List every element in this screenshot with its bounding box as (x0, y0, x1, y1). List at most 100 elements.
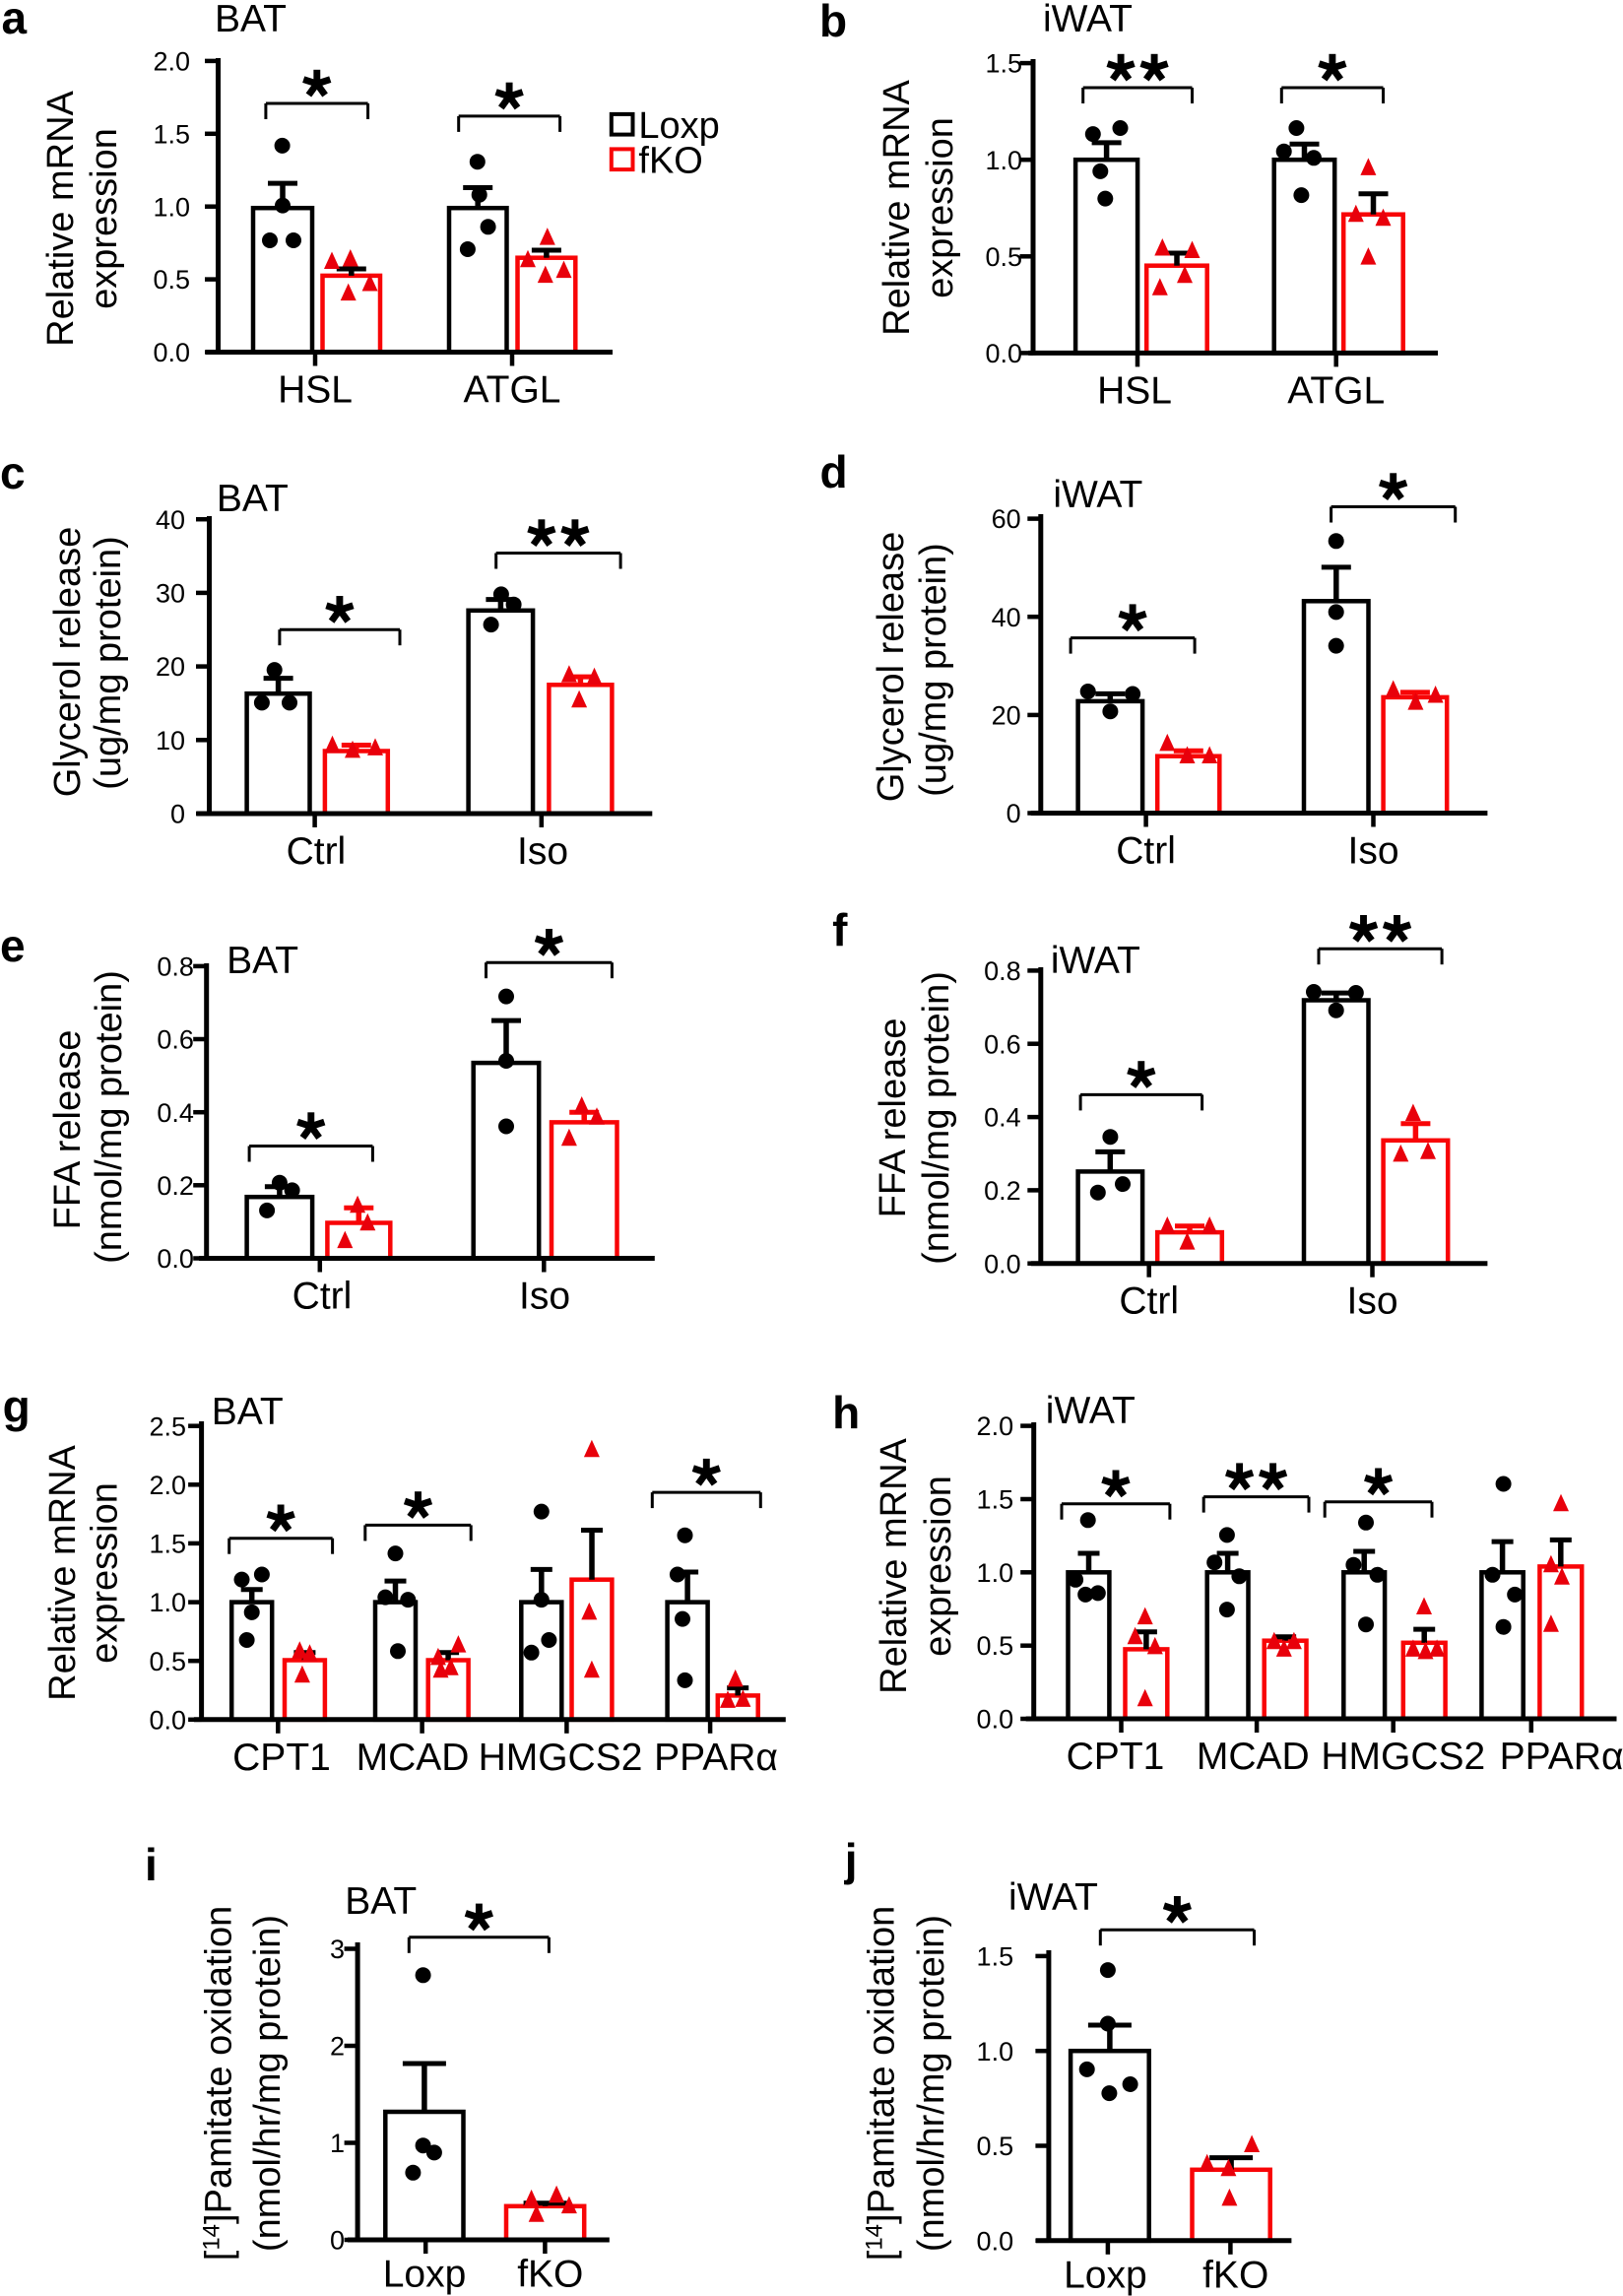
svg-text:Iso: Iso (1347, 830, 1398, 873)
svg-text:HSL: HSL (278, 369, 353, 412)
svg-text:Loxp: Loxp (383, 2254, 467, 2296)
svg-text:iWAT: iWAT (1053, 474, 1142, 516)
svg-text:fKO: fKO (1202, 2254, 1268, 2296)
svg-text:Loxp: Loxp (638, 105, 719, 147)
svg-text:expression: expression (84, 128, 125, 309)
svg-text:iWAT: iWAT (1008, 1876, 1098, 1919)
svg-text:PPARα: PPARα (654, 1737, 778, 1779)
svg-text:Relative mRNA: Relative mRNA (40, 90, 82, 346)
svg-text:c: c (0, 447, 26, 498)
svg-text:BAT: BAT (227, 940, 298, 982)
svg-text:MCAD: MCAD (1197, 1736, 1310, 1778)
svg-text:0.5: 0.5 (153, 265, 190, 295)
svg-text:(nmol/hr/mg protein): (nmol/hr/mg protein) (911, 1915, 952, 2252)
svg-text:a: a (2, 0, 28, 43)
svg-text:1.5: 1.5 (149, 1530, 186, 1559)
svg-text:BAT: BAT (345, 1880, 417, 1923)
svg-text:f: f (832, 904, 848, 955)
svg-text:0.8: 0.8 (157, 952, 194, 982)
svg-text:BAT: BAT (212, 1391, 284, 1433)
svg-text:MCAD: MCAD (357, 1737, 470, 1779)
svg-text:1.0: 1.0 (149, 1588, 186, 1617)
svg-text:3: 3 (330, 1935, 345, 1964)
svg-text:0.5: 0.5 (985, 242, 1022, 272)
svg-text:0.5: 0.5 (977, 1631, 1014, 1661)
svg-text:ATGL: ATGL (464, 369, 561, 412)
svg-text:[14]Pamitate oxidation: [14]Pamitate oxidation (862, 1906, 903, 2261)
svg-text:fKO: fKO (638, 140, 702, 181)
svg-text:2.5: 2.5 (149, 1411, 186, 1441)
svg-text:Ctrl: Ctrl (292, 1276, 353, 1318)
svg-text:0.4: 0.4 (157, 1098, 194, 1128)
svg-text:expression: expression (920, 117, 961, 298)
svg-text:Iso: Iso (517, 830, 568, 873)
svg-text:expression: expression (918, 1476, 959, 1657)
svg-text:1.0: 1.0 (985, 146, 1022, 175)
svg-text:1.5: 1.5 (977, 1485, 1014, 1515)
svg-text:0.0: 0.0 (157, 1244, 194, 1274)
svg-text:b: b (819, 0, 847, 46)
svg-text:1.0: 1.0 (153, 192, 190, 222)
svg-text:iWAT: iWAT (1051, 940, 1140, 982)
svg-text:Iso: Iso (1346, 1280, 1397, 1323)
svg-text:BAT: BAT (217, 478, 289, 520)
svg-text:0: 0 (170, 800, 185, 829)
svg-text:0.0: 0.0 (984, 1249, 1021, 1279)
svg-text:40: 40 (992, 603, 1021, 632)
svg-text:iWAT: iWAT (1043, 0, 1133, 40)
svg-text:1.5: 1.5 (153, 119, 190, 149)
svg-text:(nmol/mg protein): (nmol/mg protein) (916, 971, 957, 1265)
svg-text:Glycerol release: Glycerol release (871, 532, 912, 803)
svg-text:Ctrl: Ctrl (1119, 1280, 1179, 1323)
svg-text:fKO: fKO (517, 2254, 583, 2296)
svg-text:e: e (0, 920, 26, 971)
svg-text:1.5: 1.5 (985, 49, 1022, 79)
svg-text:0.0: 0.0 (985, 339, 1022, 368)
svg-text:1.5: 1.5 (977, 1942, 1014, 1972)
svg-text:30: 30 (156, 579, 185, 609)
svg-text:expression: expression (85, 1482, 126, 1664)
svg-text:0.0: 0.0 (149, 1705, 186, 1735)
svg-text:PPARα: PPARα (1500, 1736, 1623, 1778)
svg-text:0.2: 0.2 (157, 1171, 194, 1201)
svg-text:ATGL: ATGL (1287, 369, 1385, 412)
svg-text:0.0: 0.0 (153, 338, 190, 367)
svg-text:HMGCS2: HMGCS2 (1321, 1736, 1485, 1778)
svg-text:g: g (3, 1381, 31, 1432)
svg-text:1.0: 1.0 (977, 1558, 1014, 1588)
svg-text:Glycerol release: Glycerol release (47, 527, 89, 798)
svg-text:10: 10 (156, 726, 185, 755)
svg-text:CPT1: CPT1 (232, 1737, 331, 1779)
svg-text:i: i (145, 1839, 158, 1890)
svg-text:2.0: 2.0 (977, 1411, 1014, 1441)
svg-text:Loxp: Loxp (1064, 2254, 1147, 2296)
svg-text:0.6: 0.6 (984, 1029, 1021, 1059)
svg-text:HSL: HSL (1097, 369, 1172, 412)
svg-text:0.0: 0.0 (977, 2226, 1014, 2256)
svg-text:(nmol/hr/mg protein): (nmol/hr/mg protein) (247, 1915, 289, 2252)
svg-text:0.0: 0.0 (977, 1705, 1014, 1735)
svg-text:1: 1 (330, 2129, 345, 2158)
svg-text:d: d (820, 446, 848, 497)
svg-text:Iso: Iso (519, 1276, 570, 1318)
svg-text:0.6: 0.6 (157, 1025, 194, 1055)
svg-text:1.0: 1.0 (977, 2037, 1014, 2066)
svg-text:2.0: 2.0 (153, 47, 190, 77)
svg-text:Relative mRNA: Relative mRNA (876, 79, 918, 335)
svg-text:Relative mRNA: Relative mRNA (42, 1444, 84, 1700)
svg-text:[14]Pamitate oxidation: [14]Pamitate oxidation (199, 1906, 240, 2261)
svg-text:0: 0 (1006, 799, 1021, 828)
svg-text:Ctrl: Ctrl (287, 830, 347, 873)
svg-text:20: 20 (992, 701, 1021, 731)
svg-text:0.8: 0.8 (984, 956, 1021, 986)
svg-text:(ug/mg protein): (ug/mg protein) (88, 536, 129, 790)
svg-text:j: j (844, 1834, 858, 1885)
svg-text:20: 20 (156, 652, 185, 682)
svg-text:iWAT: iWAT (1046, 1390, 1136, 1432)
svg-text:FFA release: FFA release (873, 1018, 914, 1218)
svg-text:40: 40 (156, 505, 185, 535)
svg-text:HMGCS2: HMGCS2 (479, 1737, 643, 1779)
svg-text:0.2: 0.2 (984, 1176, 1021, 1206)
svg-text:0: 0 (330, 2226, 345, 2256)
svg-text:(ug/mg protein): (ug/mg protein) (913, 543, 954, 797)
